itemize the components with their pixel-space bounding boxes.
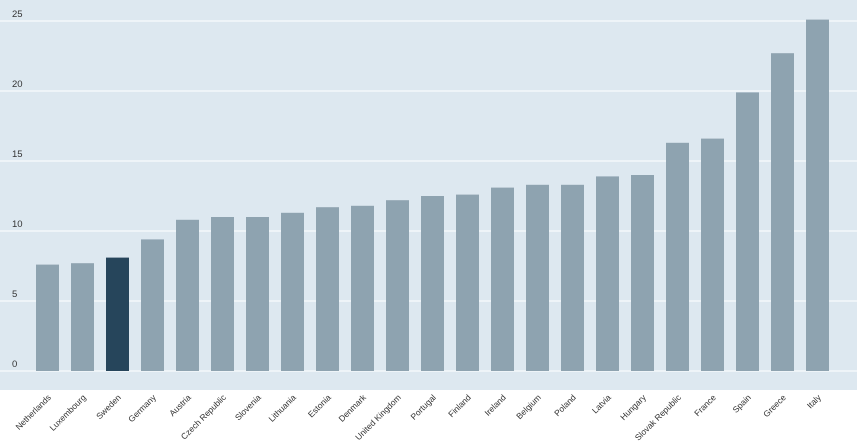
bar-estonia (316, 207, 339, 371)
bar-france (701, 138, 724, 371)
x-tick-label: Austria (167, 392, 193, 418)
y-tick-label: 20 (12, 79, 23, 90)
bar-united-kingdom (386, 200, 409, 371)
bar-denmark (351, 205, 374, 371)
bar-lithuania (281, 212, 304, 371)
x-tick-label: Portugal (408, 392, 438, 422)
y-axis-ticks: 0 5 10 15 20 25 (12, 9, 23, 370)
x-tick-label: France (692, 392, 718, 418)
bars (36, 19, 829, 372)
bar-ireland (491, 187, 514, 371)
bar-poland (561, 184, 584, 371)
bar-slovak-republic (666, 142, 689, 371)
x-tick-label: Hungary (618, 392, 648, 422)
y-tick-label: 25 (12, 9, 23, 20)
y-tick-label: 5 (12, 289, 17, 300)
x-tick-label: Estonia (306, 392, 333, 419)
y-tick-label: 15 (12, 149, 23, 160)
bar-italy (806, 19, 829, 371)
y-tick-label: 10 (12, 219, 23, 230)
bar-latvia (596, 176, 619, 371)
x-tick-label: Italy (805, 392, 824, 411)
bar-greece (771, 53, 794, 371)
bar-belgium (526, 184, 549, 371)
bar-austria (176, 219, 199, 371)
x-tick-label: Greece (761, 392, 788, 419)
x-tick-label: Belgium (514, 392, 543, 421)
x-tick-label: Ireland (482, 392, 508, 418)
x-tick-label: Latvia (590, 392, 613, 415)
bar-czech-republic (211, 217, 234, 371)
bar-slovenia (246, 217, 269, 371)
x-tick-label: Poland (552, 392, 578, 418)
x-tick-label: Germany (126, 392, 158, 424)
bar-spain (736, 92, 759, 372)
bar-luxembourg (71, 263, 94, 371)
x-tick-label: Spain (730, 392, 753, 415)
x-tick-label: Sweden (94, 392, 123, 421)
x-tick-label: Denmark (336, 392, 368, 424)
x-tick-label: Slovenia (233, 392, 263, 422)
x-tick-label: Luxembourg (47, 392, 88, 433)
bar-sweden (106, 257, 129, 371)
bar-germany (141, 239, 164, 371)
bar-finland (456, 194, 479, 371)
x-tick-label: Finland (446, 392, 473, 419)
x-tick-label: Lithuania (266, 392, 298, 424)
bar-portugal (421, 196, 444, 371)
bar-hungary (631, 175, 654, 371)
y-tick-label: 0 (12, 359, 17, 370)
bar-netherlands (36, 264, 59, 371)
